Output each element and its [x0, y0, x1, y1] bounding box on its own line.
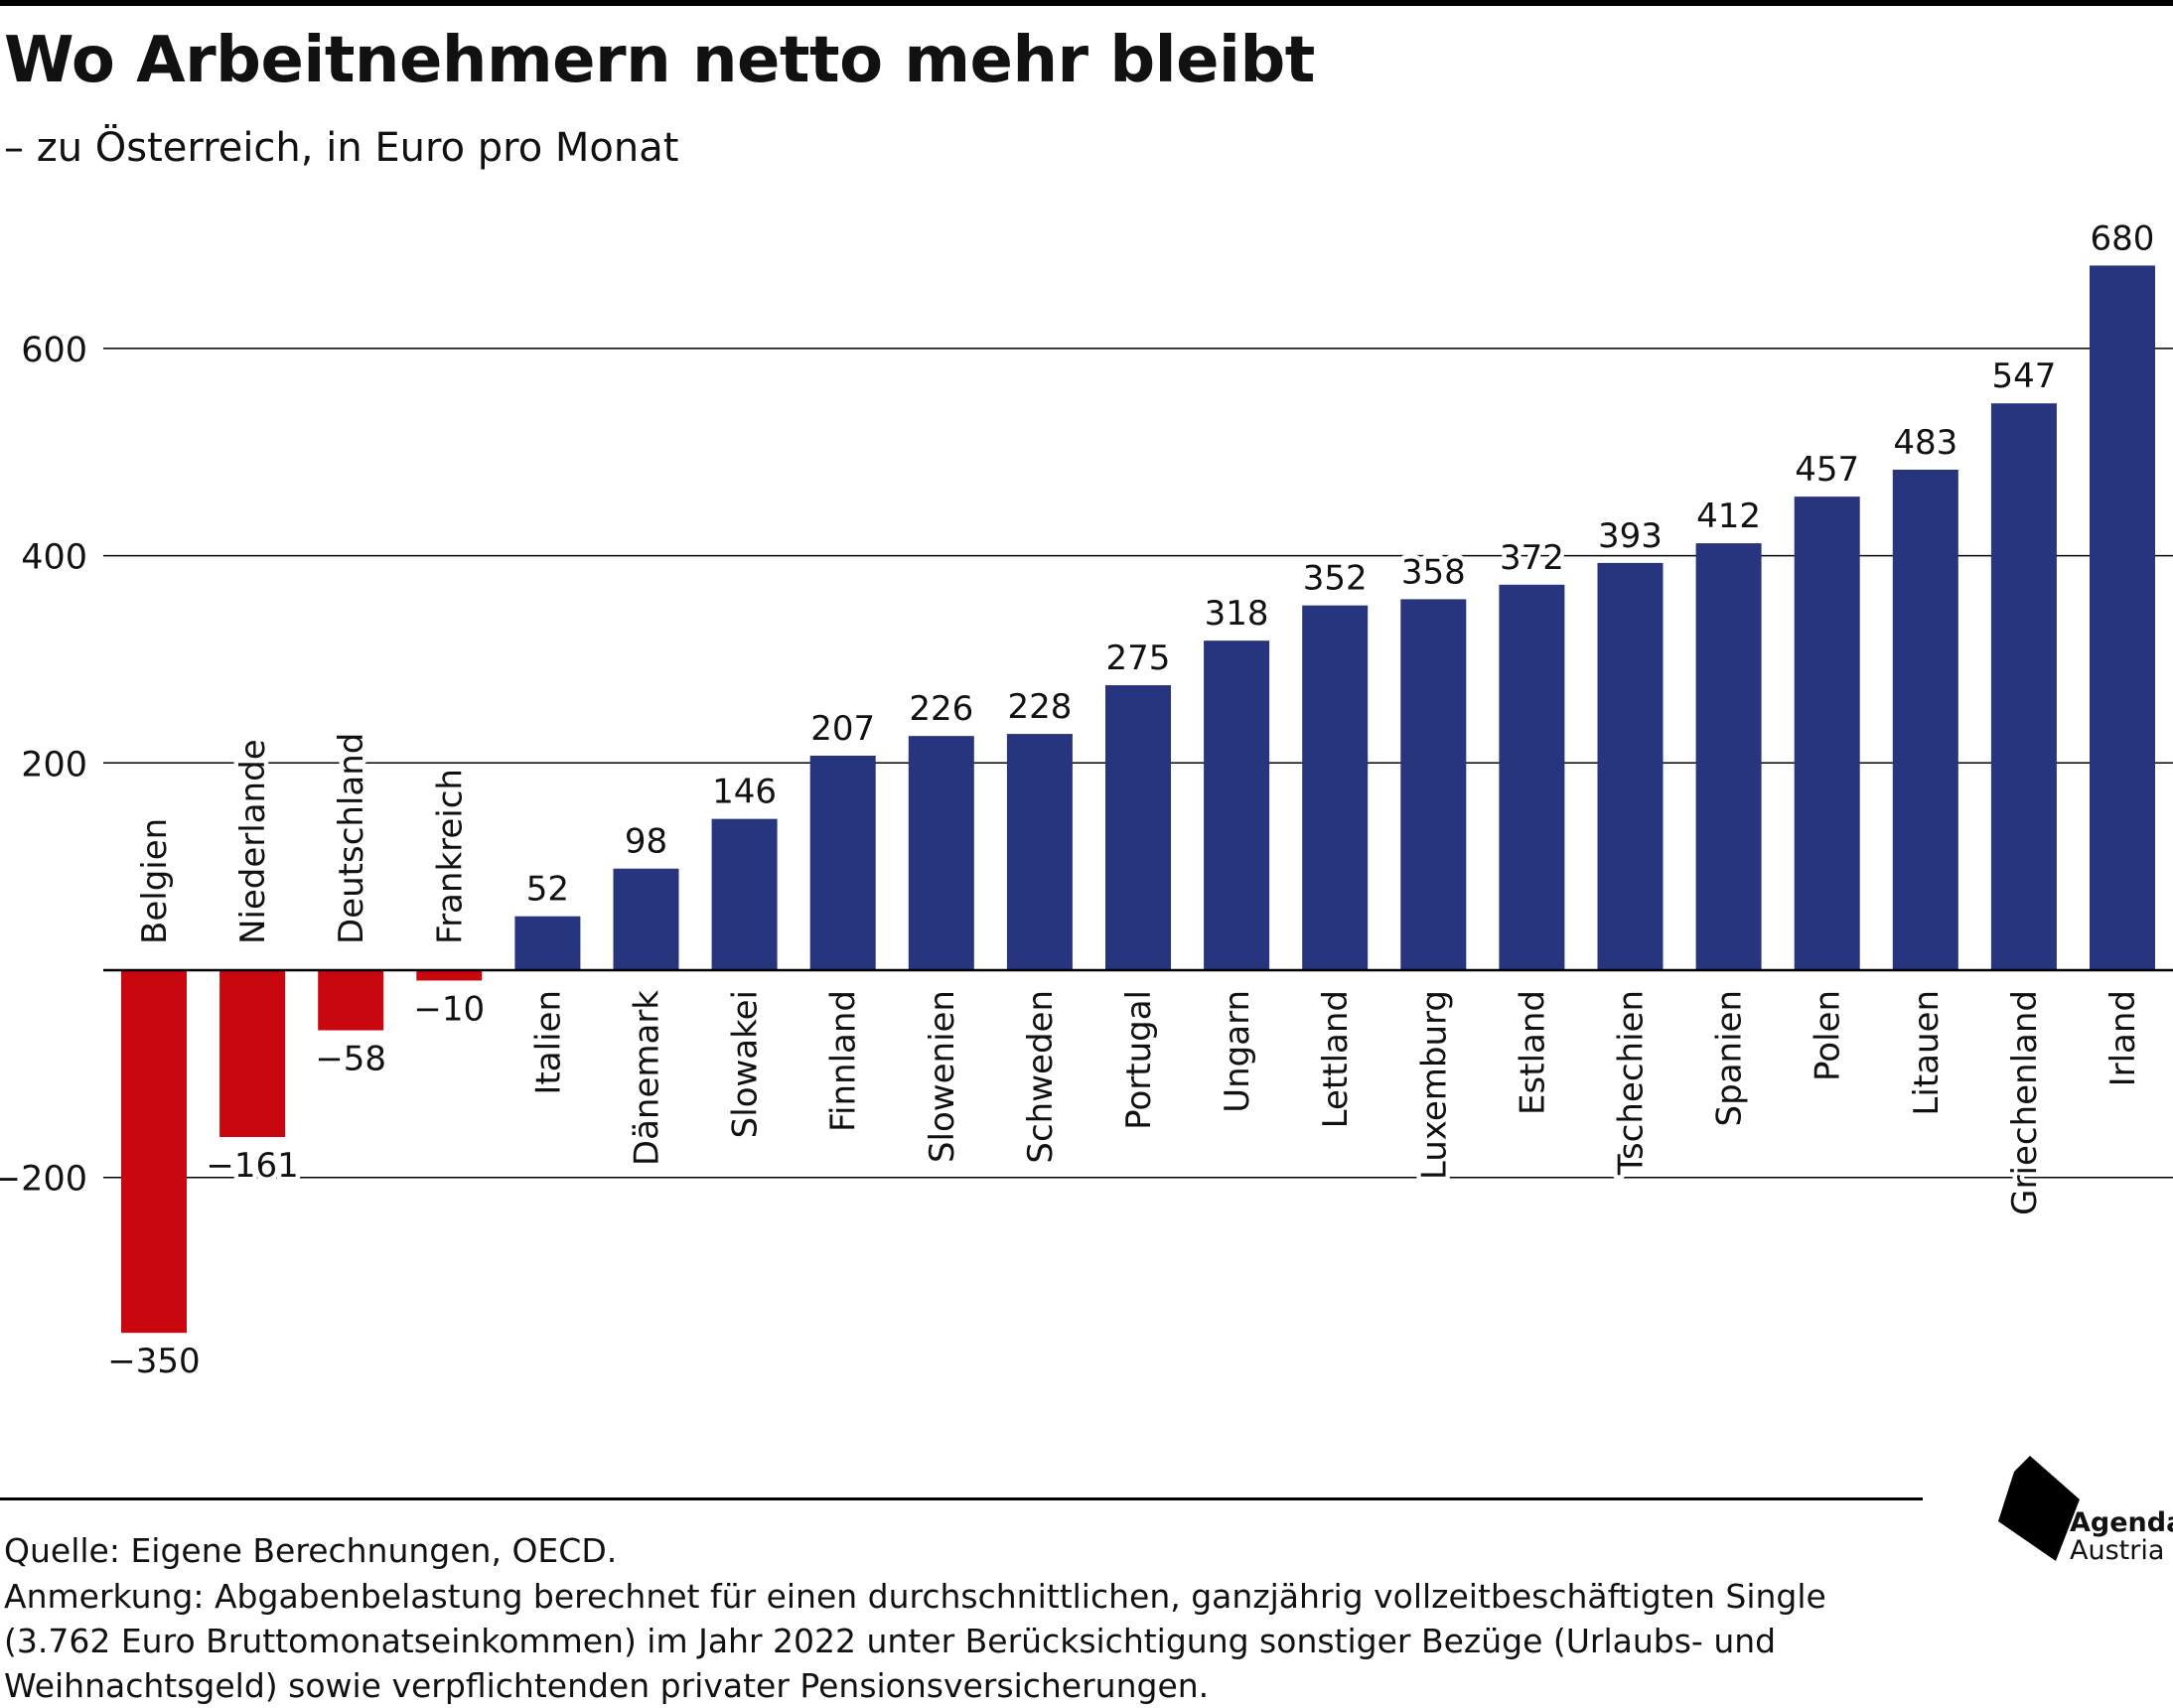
- category-label: Deutschland: [332, 733, 371, 944]
- data-label: 412: [1696, 497, 1761, 536]
- category-label: Spanien: [1710, 990, 1750, 1126]
- data-label: 228: [1007, 687, 1072, 727]
- data-label: 352: [1303, 559, 1368, 599]
- logo-line-2: Austria: [2070, 1535, 2165, 1566]
- data-label: 483: [1893, 423, 1957, 463]
- data-label: −161: [206, 1146, 298, 1186]
- chart-subtitle: – zu Österreich, in Euro pro Monat: [4, 125, 679, 171]
- y-tick-label: 600: [21, 331, 87, 370]
- bar: [1695, 543, 1762, 970]
- category-label: Finnland: [824, 990, 864, 1132]
- bar: [1302, 605, 1369, 970]
- bar: [1499, 584, 1565, 970]
- bar: [1400, 599, 1467, 970]
- data-label: 680: [2091, 218, 2155, 258]
- category-label: Portugal: [1119, 990, 1159, 1130]
- data-label: 52: [526, 870, 569, 910]
- agenda-austria-logo-icon: [1998, 1456, 2080, 1561]
- bar: [1105, 685, 1171, 970]
- bar: [1006, 734, 1073, 970]
- bar: [809, 755, 876, 970]
- category-label: Griechenland: [2005, 990, 2045, 1215]
- y-tick-label: 200: [21, 745, 87, 784]
- chart-title: Wo Arbeitnehmern netto mehr bleibt: [4, 24, 1315, 97]
- agenda-austria-logo-text: Agenda Austria: [2070, 1509, 2173, 1565]
- data-label: 358: [1401, 552, 1466, 592]
- bar: [1204, 640, 1270, 970]
- data-label: 393: [1598, 516, 1663, 556]
- bar: [121, 970, 187, 1334]
- methodology-note: Anmerkung: Abgabenbelastung berechnet fü…: [4, 1577, 1826, 1705]
- data-label: 547: [1991, 356, 2056, 396]
- source-note: Quelle: Eigene Berechnungen, OECD.: [4, 1531, 618, 1570]
- bar: [416, 970, 483, 981]
- category-label: Niederlande: [233, 739, 273, 944]
- bar: [1597, 562, 1664, 970]
- category-label: Belgien: [135, 818, 175, 944]
- bar-chart: −200 200 400 600 −350 Belgien −161 Niederlande −…: [0, 218, 2173, 1382]
- bar: [908, 736, 974, 970]
- data-label: −10: [413, 989, 485, 1029]
- category-label: Estland: [1513, 990, 1552, 1115]
- bar: [2090, 265, 2155, 970]
- category-label: Italien: [528, 990, 568, 1095]
- category-label: Lettland: [1316, 990, 1356, 1128]
- category-label: Tschechien: [1612, 990, 1652, 1176]
- footer-rule: [0, 1497, 1923, 1500]
- category-label: Litauen: [1907, 990, 1947, 1116]
- bar: [1892, 469, 1958, 970]
- top-rule: [0, 0, 2173, 6]
- bar: [1990, 403, 2057, 970]
- y-tick-label: −200: [0, 1160, 87, 1200]
- category-label: Slowakei: [726, 990, 766, 1138]
- data-label: 226: [909, 689, 973, 729]
- bar: [711, 818, 778, 970]
- data-label: −58: [315, 1040, 386, 1079]
- data-label: 457: [1795, 450, 1859, 490]
- data-label: 98: [625, 822, 667, 862]
- category-label: Polen: [1809, 990, 1848, 1081]
- category-label: Ungarn: [1218, 990, 1257, 1113]
- y-tick-label: 400: [21, 538, 87, 578]
- logo-line-1: Agenda: [2070, 1507, 2173, 1538]
- bar: [219, 970, 286, 1138]
- bar: [1794, 497, 1860, 970]
- data-label: 372: [1500, 538, 1564, 578]
- category-label: Luxemburg: [1414, 990, 1454, 1180]
- bar: [613, 868, 679, 970]
- category-label: Irland: [2103, 990, 2143, 1086]
- category-label: Schweden: [1021, 990, 1061, 1164]
- data-label: 318: [1205, 594, 1269, 634]
- data-label: 146: [712, 773, 777, 812]
- bar: [318, 970, 384, 1031]
- bar: [514, 916, 581, 970]
- data-label: −350: [107, 1342, 200, 1381]
- category-label: Frankreich: [430, 769, 470, 944]
- category-label: Slowenien: [923, 990, 962, 1163]
- category-label: Dänemark: [628, 990, 667, 1166]
- data-label: 275: [1106, 639, 1171, 678]
- data-label: 207: [810, 709, 875, 749]
